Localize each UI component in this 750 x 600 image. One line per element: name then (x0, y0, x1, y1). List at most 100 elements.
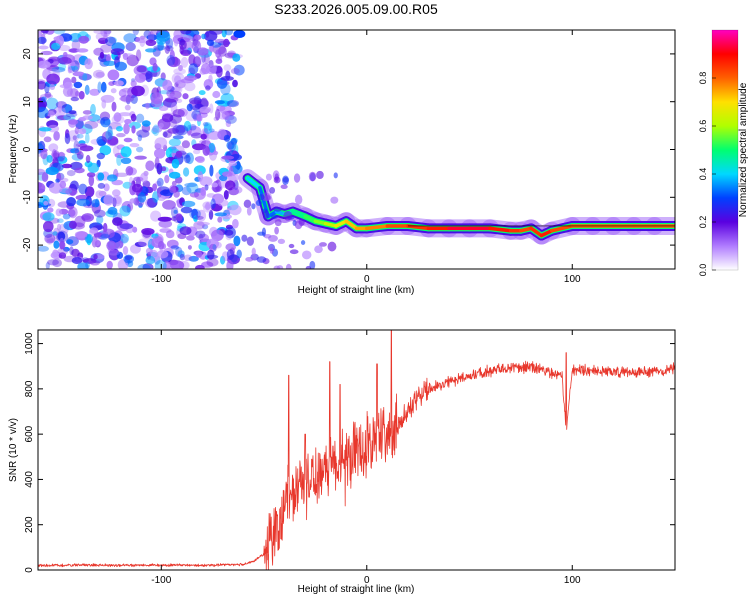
noise-blob (207, 130, 221, 140)
noise-blob (38, 182, 46, 194)
noise-blob (135, 113, 145, 124)
noise-blob (162, 261, 171, 269)
ridge-core (291, 209, 307, 219)
noise-blob (205, 64, 217, 75)
ridge-blob (257, 194, 265, 201)
spectrogram-noise (38, 30, 246, 269)
noise-blob (67, 209, 76, 217)
noise-blob (120, 233, 129, 244)
noise-blob (223, 190, 229, 200)
noise-blob (124, 104, 131, 111)
noise-blob (136, 146, 144, 153)
noise-blob (185, 110, 197, 122)
noise-blob (221, 110, 230, 120)
noise-blob (139, 37, 146, 47)
noise-blob (106, 53, 111, 63)
noise-blob (230, 254, 238, 263)
noise-blob (188, 63, 199, 75)
noise-blob (169, 171, 181, 179)
noise-blob (116, 251, 124, 259)
x-tick-label: 100 (564, 274, 581, 285)
noise-blob (111, 101, 117, 112)
noise-blob (47, 207, 54, 213)
noise-blob (134, 155, 147, 160)
noise-blob (58, 101, 62, 113)
ridge-core (488, 226, 513, 233)
noise-blob (200, 186, 206, 196)
noise-blob (187, 245, 192, 250)
noise-blob (73, 81, 83, 89)
noise-blob (186, 103, 193, 112)
noise-blob (236, 249, 242, 259)
ridge-blob (316, 170, 324, 180)
noise-blob (224, 180, 236, 191)
noise-blob (76, 151, 84, 160)
ridge-blob (256, 256, 267, 263)
noise-blob (132, 30, 139, 36)
ridge-blob (243, 199, 252, 208)
ridge-blob (261, 227, 267, 237)
snr-panel: -100 0 100 0 200 400 600 800 1000 Height of str… (8, 329, 676, 595)
noise-blob (84, 84, 90, 95)
ridge-blob (246, 236, 254, 246)
noise-blob (188, 255, 199, 262)
ridge-blob (274, 219, 282, 227)
colorbar-tick-label: 0.0 (698, 264, 708, 277)
noise-blob (39, 100, 48, 109)
noise-blob (170, 245, 180, 250)
noise-blob (231, 186, 243, 194)
noise-blob (193, 215, 198, 222)
noise-blob (174, 86, 183, 94)
noise-blob (158, 219, 173, 228)
noise-blob (145, 39, 157, 46)
noise-blob (177, 108, 188, 117)
noise-blob (38, 45, 49, 50)
noise-blob (193, 215, 204, 220)
noise-blob (184, 81, 196, 92)
noise-blob (208, 128, 215, 133)
noise-blob (217, 199, 229, 207)
colorbar-ticks: 0.0 0.2 0.4 0.6 0.8 (698, 72, 716, 277)
noise-blob (183, 120, 192, 132)
noise-blob (168, 93, 175, 100)
noise-blob (78, 90, 85, 100)
noise-blob (118, 112, 132, 117)
noise-blob (205, 202, 211, 211)
noise-blob (71, 39, 81, 51)
noise-blob (106, 260, 113, 269)
noise-blob (162, 200, 176, 210)
noise-blob (128, 176, 134, 188)
ridge-blob (314, 245, 323, 254)
noise-blob (74, 126, 80, 135)
noise-blob (151, 125, 163, 133)
snr-series-line (38, 330, 675, 570)
ridge-blob (270, 214, 279, 219)
noise-blob (89, 227, 99, 234)
noise-blob (164, 45, 170, 54)
noise-blob (131, 125, 136, 134)
noise-blob (72, 135, 77, 141)
ridge-core (334, 219, 348, 228)
noise-blob (85, 132, 90, 144)
noise-blob (210, 198, 216, 209)
noise-blob (167, 127, 180, 134)
noise-blob (199, 176, 213, 187)
noise-blob (45, 166, 59, 176)
noise-blob (103, 194, 114, 206)
noise-blob (196, 221, 210, 226)
noise-blob (178, 64, 183, 72)
noise-blob (215, 65, 223, 78)
noise-blob (161, 166, 167, 172)
noise-blob (66, 170, 76, 177)
noise-blob (134, 241, 147, 247)
noise-blob (226, 259, 234, 269)
snr-ylabel: SNR (10 * v/v) (8, 418, 19, 482)
noise-blob (226, 249, 235, 260)
noise-blob (69, 48, 79, 53)
noise-blob (40, 50, 53, 56)
noise-blob (145, 71, 153, 83)
ridge-blob (265, 173, 272, 181)
noise-blob (95, 254, 105, 260)
noise-blob (180, 49, 192, 56)
colorbar-tick-label: 0.4 (698, 168, 708, 181)
